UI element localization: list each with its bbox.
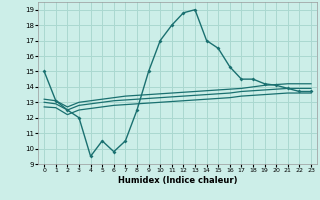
X-axis label: Humidex (Indice chaleur): Humidex (Indice chaleur) [118,176,237,185]
